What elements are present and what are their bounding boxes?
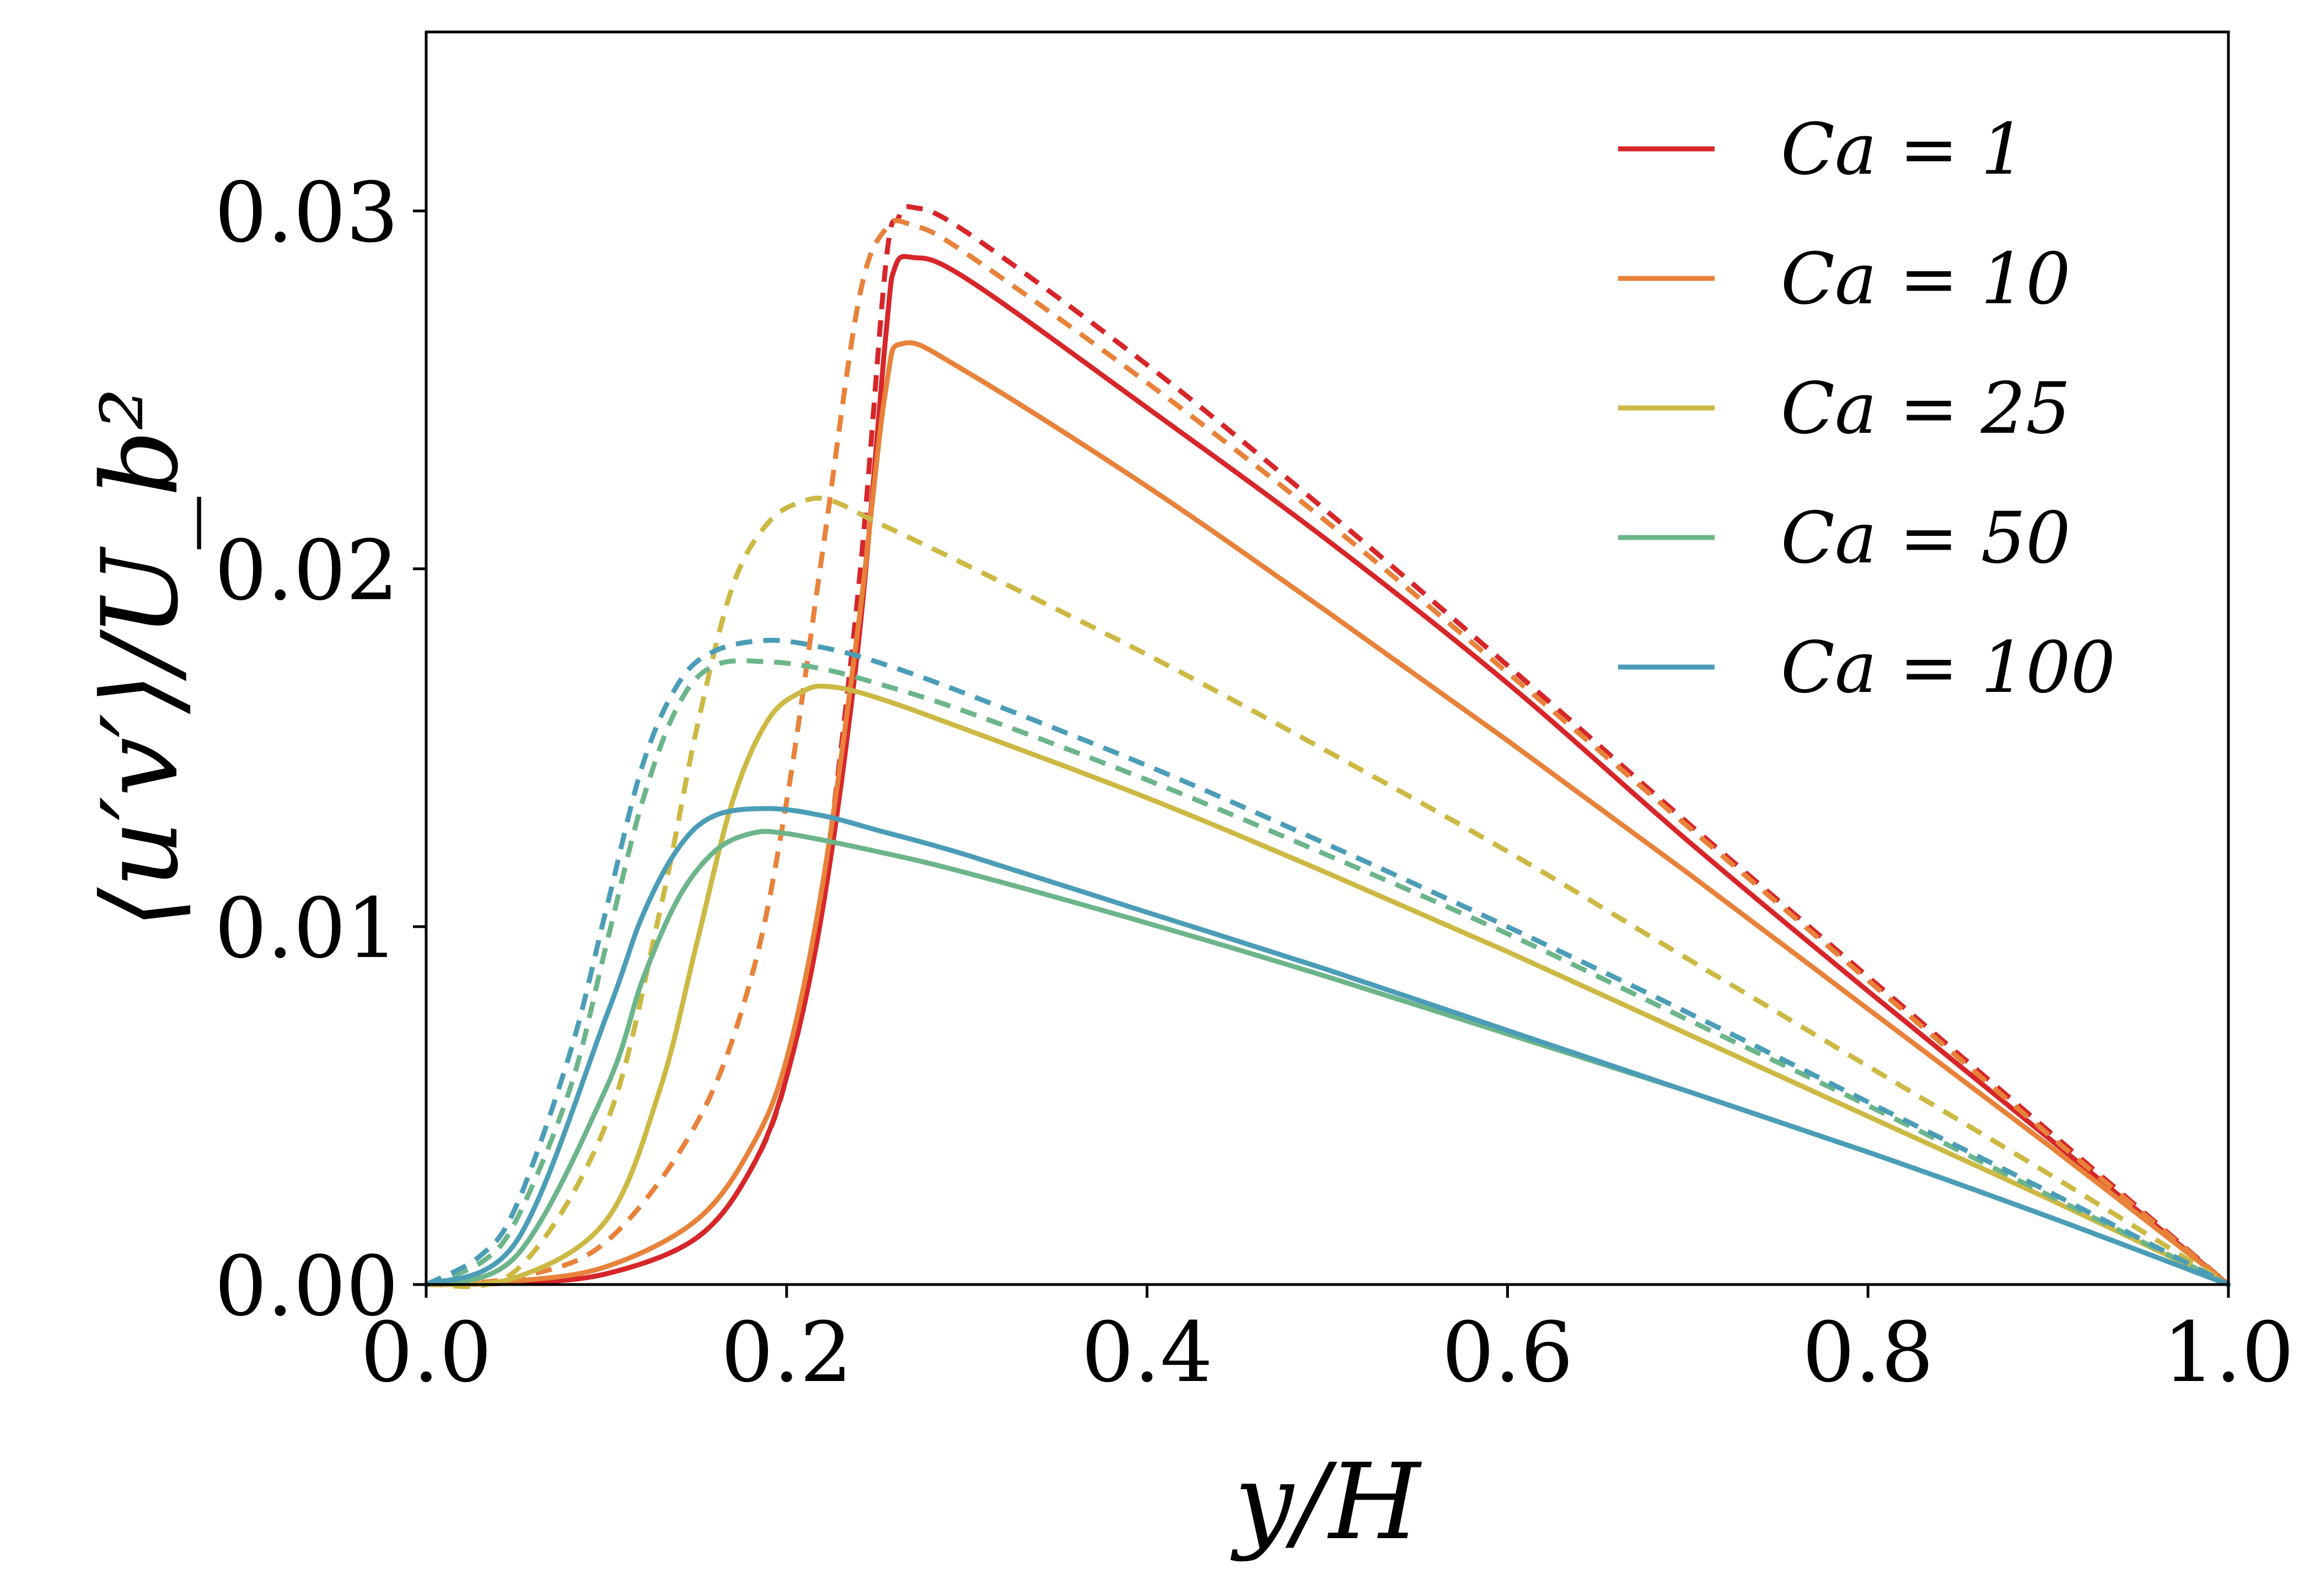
series-layer <box>423 204 2231 1289</box>
x-tick-label: 0.0 <box>361 1305 492 1401</box>
series-line-solid-ca-25 <box>423 683 2231 1287</box>
ticks-layer: 0.0 0.2 0.4 0.6 0.8 1.0 0.00 0.01 0.02 0.03 <box>214 165 2294 1401</box>
series-line-dashed-ca-100 <box>425 637 2230 1287</box>
legend: Ca = 1 Ca = 10 Ca = 25 Ca = 50 Ca = 100 <box>1618 109 2115 709</box>
y-axis-label: ⟨u′v′⟩/U_b² <box>79 388 201 928</box>
x-tick-label: 0.2 <box>721 1305 853 1401</box>
y-tick-label: 0.00 <box>214 1239 399 1335</box>
y-tick-label: 0.02 <box>214 523 399 619</box>
series-line-dashed-ca-25 <box>426 496 2230 1289</box>
series-line-solid-ca-1 <box>423 254 2231 1287</box>
legend-label-ca-10: Ca = 10 <box>1781 238 2071 320</box>
legend-label-ca-100: Ca = 100 <box>1781 627 2115 709</box>
y-tick-label: 0.01 <box>214 881 399 977</box>
x-tick-label: 0.6 <box>1442 1305 1573 1401</box>
series-line-solid-ca-100 <box>423 806 2231 1287</box>
series-line-dashed-ca-1 <box>426 204 2230 1287</box>
x-tick-label: 0.8 <box>1802 1305 1934 1401</box>
legend-label-ca-50: Ca = 50 <box>1781 497 2071 579</box>
plot-frame <box>425 30 2230 1286</box>
series-line-solid-ca-10 <box>423 340 2231 1287</box>
legend-label-ca-25: Ca = 25 <box>1781 368 2071 450</box>
series-line-dashed-ca-50 <box>425 658 2230 1287</box>
x-axis-label: y/H <box>1230 1441 1422 1563</box>
series-line-dashed-ca-10 <box>426 218 2230 1287</box>
x-tick-label: 1.0 <box>2163 1305 2295 1401</box>
y-tick-label: 0.03 <box>214 165 399 261</box>
legend-label-ca-1: Ca = 1 <box>1781 109 2026 191</box>
x-tick-label: 0.4 <box>1081 1305 1213 1401</box>
